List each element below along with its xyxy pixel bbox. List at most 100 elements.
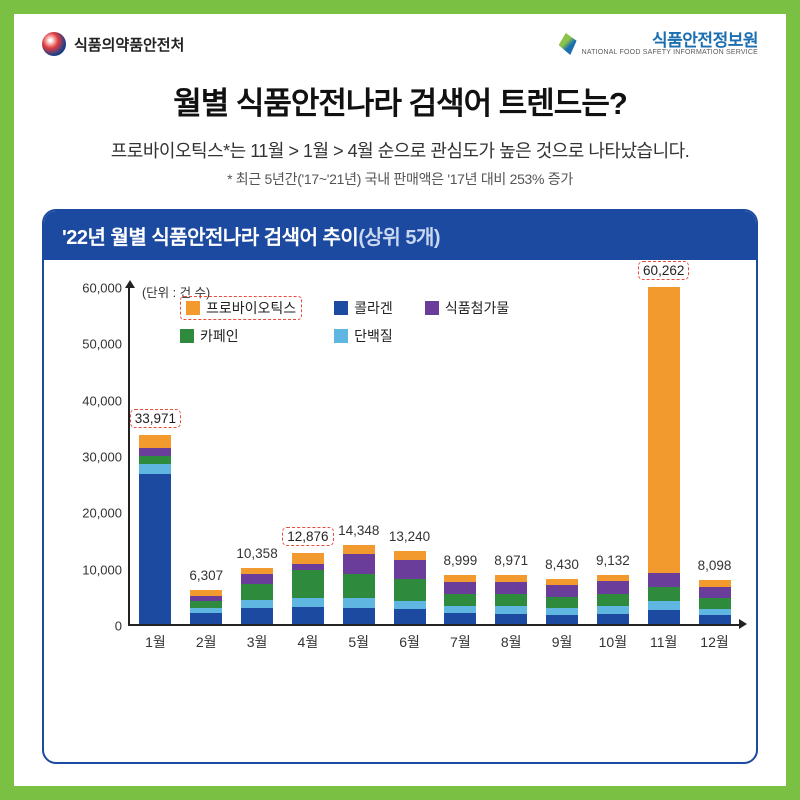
legend-item: 단백질 <box>334 326 393 346</box>
nfsi-brand: 식품안전정보원 NATIONAL FOOD SAFETY INFORMATION… <box>559 32 758 56</box>
bar-segment <box>139 456 171 463</box>
bar-segment <box>444 575 476 582</box>
legend-swatch-icon <box>186 301 200 315</box>
bar-column: 6,307 <box>181 590 231 626</box>
bar-segment <box>394 560 426 579</box>
bar-segment <box>241 568 273 575</box>
bar-segment <box>139 474 171 626</box>
bar-stack <box>495 575 527 626</box>
bar-segment <box>190 601 222 608</box>
x-axis-ticks: 1월2월3월4월5월6월7월8월9월10월11월12월 <box>130 632 740 652</box>
footnote: * 최근 5년간('17~'21년) 국내 판매액은 '17년 대비 253% … <box>42 169 758 189</box>
bar-column: 8,430 <box>537 579 587 626</box>
legend-item: 프로바이오틱스 <box>180 296 302 320</box>
bar-segment <box>241 574 273 584</box>
bar-total-label: 33,971 <box>130 409 181 428</box>
nfsi-leaf-icon <box>559 33 577 55</box>
bar-total-label: 60,262 <box>638 261 689 280</box>
legend-swatch-icon <box>334 301 348 315</box>
bar-segment <box>648 601 680 610</box>
legend-label: 콜라겐 <box>354 298 393 318</box>
bar-segment <box>444 594 476 606</box>
bar-column: 12,876 <box>283 553 333 626</box>
legend-item: 카페인 <box>180 326 302 346</box>
bar-segment <box>597 581 629 594</box>
bar-segment <box>394 579 426 600</box>
x-tick-label: 8월 <box>486 632 536 652</box>
x-tick-label: 6월 <box>385 632 435 652</box>
bar-total-label: 10,358 <box>236 546 277 561</box>
nfsi-en-label: NATIONAL FOOD SAFETY INFORMATION SERVICE <box>582 49 758 56</box>
bar-segment <box>292 598 324 606</box>
bar-segment <box>546 585 578 597</box>
bar-segment <box>394 551 426 559</box>
bar-segment <box>241 584 273 600</box>
bar-total-label: 6,307 <box>189 568 223 583</box>
stacked-bar-chart: (단위 : 건 수) 프로바이오틱스콜라겐식품첨가물카페인단백질 010,000… <box>70 276 740 656</box>
bar-stack <box>190 590 222 626</box>
legend-label: 단백질 <box>354 326 393 346</box>
x-axis-arrow-icon <box>739 619 747 629</box>
legend-swatch-icon <box>180 329 194 343</box>
mfds-logo-icon <box>42 32 66 56</box>
legend-label: 식품첨가물 <box>445 298 509 318</box>
bar-segment <box>292 553 324 563</box>
bar-segment <box>343 598 375 608</box>
bar-segment <box>495 582 527 594</box>
y-tick-label: 50,000 <box>82 337 122 352</box>
bar-column: 10,358 <box>232 568 282 626</box>
x-tick-label: 1월 <box>130 632 180 652</box>
page-title: 월별 식품안전나라 검색어 트렌드는? <box>42 78 758 123</box>
nfsi-ko-label: 식품안전정보원 <box>582 32 758 49</box>
y-tick-label: 10,000 <box>82 562 122 577</box>
bar-total-label: 13,240 <box>389 529 430 544</box>
y-tick-label: 0 <box>115 619 122 634</box>
y-tick-label: 60,000 <box>82 281 122 296</box>
bar-segment <box>648 587 680 601</box>
legend-label: 카페인 <box>200 326 239 346</box>
bar-segment <box>597 594 629 606</box>
y-tick-label: 40,000 <box>82 393 122 408</box>
chart-area: (단위 : 건 수) 프로바이오틱스콜라겐식품첨가물카페인단백질 010,000… <box>44 260 756 762</box>
chart-legend: 프로바이오틱스 콜라겐 식품첨가물카페인 단백질 <box>180 296 509 346</box>
bar-stack <box>139 435 171 626</box>
bar-column: 33,971 <box>130 435 180 626</box>
bar-segment <box>597 575 629 582</box>
bar-stack <box>597 575 629 626</box>
x-tick-label: 11월 <box>639 632 689 652</box>
x-tick-label: 3월 <box>232 632 282 652</box>
bar-total-label: 9,132 <box>596 553 630 568</box>
bar-segment <box>444 582 476 594</box>
bar-segment <box>648 573 680 587</box>
x-tick-label: 5월 <box>334 632 384 652</box>
y-tick-label: 30,000 <box>82 450 122 465</box>
bar-column: 8,098 <box>690 580 740 626</box>
x-tick-label: 12월 <box>690 632 740 652</box>
y-axis: 010,00020,00030,00040,00050,00060,000 <box>70 288 128 626</box>
bar-column: 13,240 <box>385 551 435 626</box>
bar-segment <box>495 594 527 606</box>
bar-total-label: 14,348 <box>338 523 379 538</box>
legend-item: 콜라겐 <box>334 296 393 320</box>
top-bar: 식품의약품안전처 식품안전정보원 NATIONAL FOOD SAFETY IN… <box>42 32 758 56</box>
bar-segment <box>394 601 426 609</box>
bar-segment <box>444 606 476 613</box>
panel-title-main: '22년 월별 식품안전나라 검색어 추이 <box>62 227 358 249</box>
x-tick-label: 2월 <box>181 632 231 652</box>
bar-stack <box>699 580 731 626</box>
legend-label: 프로바이오틱스 <box>206 298 296 318</box>
legend-item: 식품첨가물 <box>425 296 509 320</box>
x-axis-line <box>128 624 740 626</box>
bar-segment <box>597 606 629 613</box>
bar-segment <box>546 608 578 615</box>
bar-segment <box>139 448 171 456</box>
mfds-brand: 식품의약품안전처 <box>42 32 184 56</box>
bar-column: 9,132 <box>588 575 638 626</box>
legend-swatch-icon <box>425 301 439 315</box>
bar-column: 8,999 <box>435 575 485 626</box>
bar-stack <box>546 579 578 626</box>
y-axis-arrow-icon <box>125 280 135 288</box>
bar-column: 60,262 <box>639 287 689 626</box>
bar-segment <box>546 597 578 608</box>
subtitle: 프로바이오틱스*는 11월 > 1월 > 4월 순으로 관심도가 높은 것으로 … <box>42 137 758 163</box>
